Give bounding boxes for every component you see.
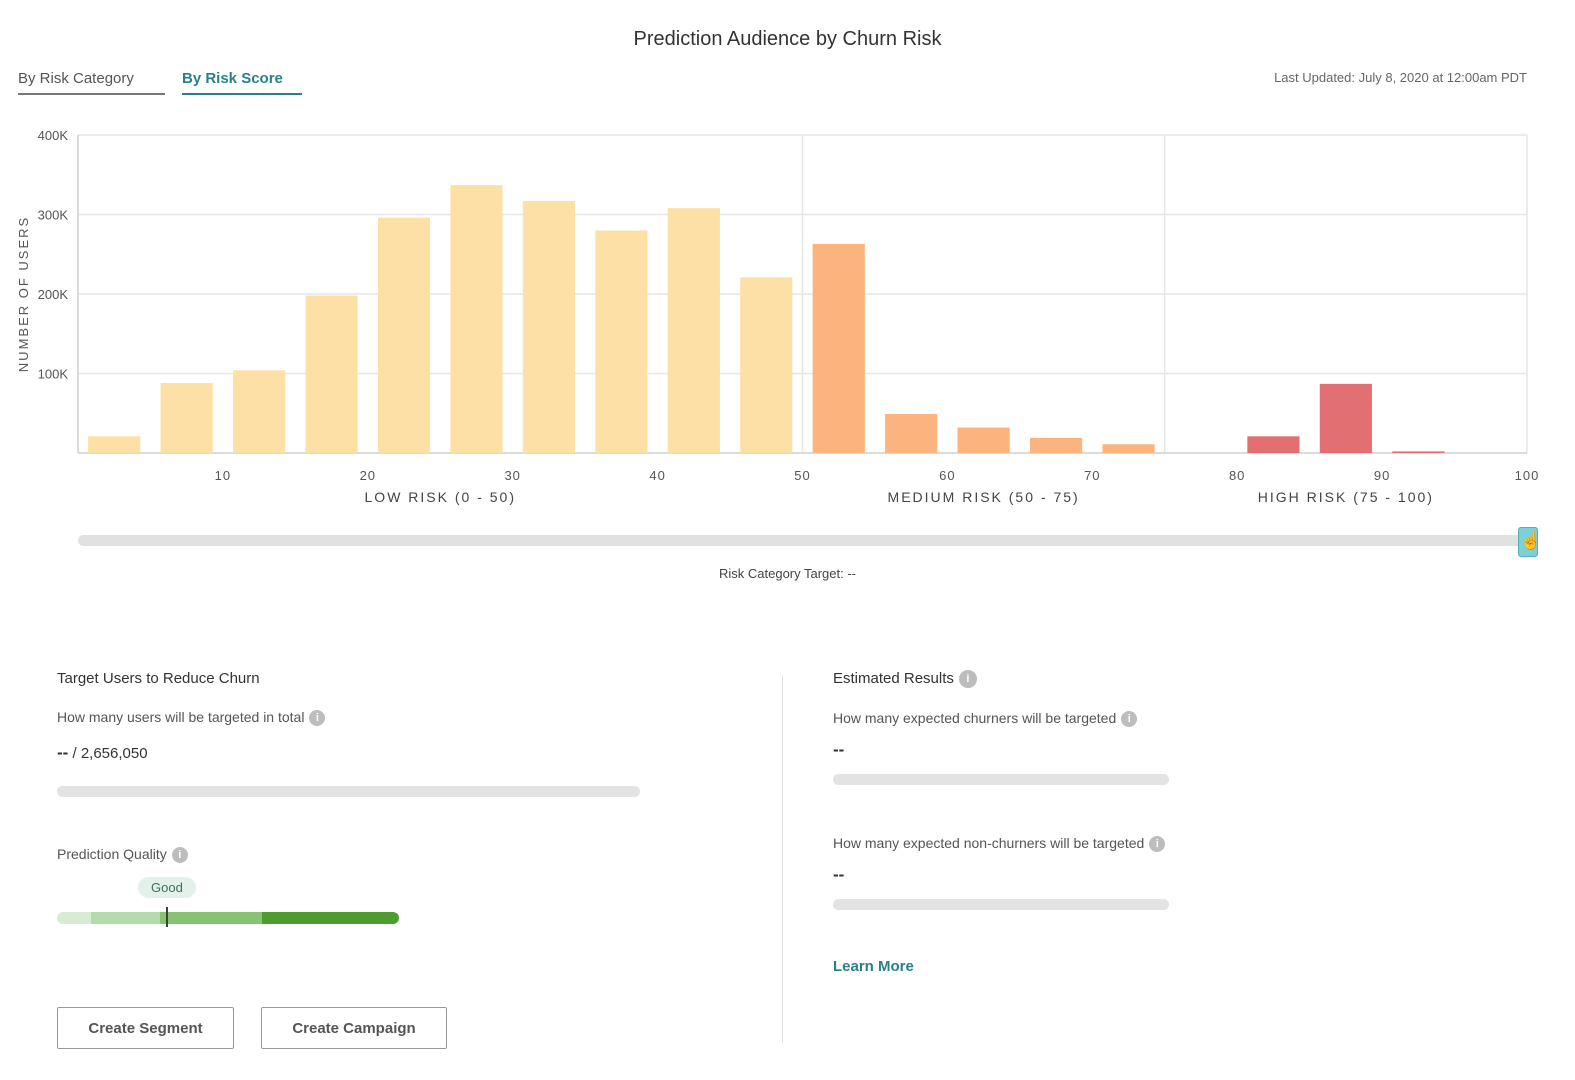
bar	[88, 436, 141, 453]
y-tick-label: 300K	[38, 208, 69, 223]
bar	[740, 277, 793, 453]
non-churners-question: How many expected non-churners will be t…	[833, 835, 1166, 853]
quality-marker	[166, 907, 168, 927]
churners-question-text: How many expected churners will be targe…	[833, 710, 1117, 726]
x-tick-label: 50	[794, 468, 810, 483]
info-icon[interactable]: i	[958, 670, 977, 689]
y-axis-title: NUMBER OF USERS	[16, 216, 31, 372]
bar	[305, 295, 358, 453]
risk-region-label: LOW RISK (0 - 50)	[365, 489, 516, 505]
targeted-total: / 2,656,050	[68, 745, 148, 762]
bar	[1319, 383, 1372, 453]
tab-by-risk-score[interactable]: By Risk Score	[182, 70, 302, 95]
estimated-results-title: Estimated Results i	[833, 670, 977, 689]
churners-progress-bar	[833, 774, 1169, 785]
risk-slider-track[interactable]	[78, 535, 1528, 546]
x-tick-label: 30	[504, 468, 520, 483]
info-icon[interactable]: i	[1121, 711, 1138, 728]
bar	[1392, 451, 1445, 453]
tab-by-risk-category[interactable]: By Risk Category	[18, 70, 165, 95]
risk-region-label: HIGH RISK (75 - 100)	[1258, 489, 1434, 505]
bar	[377, 217, 431, 453]
churners-question: How many expected churners will be targe…	[833, 710, 1138, 728]
y-tick-label: 100K	[38, 367, 69, 382]
non-churners-progress-bar	[833, 899, 1169, 910]
targeted-total-question-text: How many users will be targeted in total	[57, 709, 305, 725]
targeted-value: --	[57, 743, 69, 762]
bar	[595, 230, 648, 453]
x-tick-label: 60	[939, 468, 955, 483]
quality-segment-excellent	[262, 912, 399, 924]
quality-badge: Good	[138, 877, 196, 898]
x-tick-label: 20	[360, 468, 376, 483]
info-icon[interactable]: i	[309, 710, 326, 727]
last-updated-text: Last Updated: July 8, 2020 at 12:00am PD…	[1274, 70, 1527, 85]
quality-segment-poor	[57, 912, 91, 924]
bar	[1029, 437, 1083, 453]
bar	[667, 208, 720, 453]
x-tick-label: 40	[649, 468, 665, 483]
bar	[450, 185, 503, 453]
page-title: Prediction Audience by Churn Risk	[633, 28, 942, 50]
bar	[1102, 444, 1155, 453]
bar	[1247, 436, 1300, 453]
x-tick-label: 90	[1374, 468, 1390, 483]
churn-risk-histogram: 100K 200K 300K 400K 10 20 30 40 50 60 70 80 90 100 LOW…	[16, 128, 1540, 505]
bar	[957, 427, 1010, 453]
targeted-count: -- / 2,656,050	[57, 743, 148, 763]
x-tick-label: 70	[1084, 468, 1100, 483]
risk-category-target-label: Risk Category Target: --	[718, 566, 857, 581]
y-tick-label: 400K	[38, 128, 69, 143]
churners-value: --	[833, 740, 845, 759]
bar	[885, 414, 938, 453]
prediction-quality-label: Prediction Quality i	[57, 846, 188, 864]
non-churners-question-text: How many expected non-churners will be t…	[833, 835, 1145, 851]
bar	[233, 370, 286, 453]
target-users-title: Target Users to Reduce Churn	[57, 670, 260, 687]
prediction-quality-bar	[57, 912, 399, 924]
targeted-total-question: How many users will be targeted in total…	[57, 709, 326, 727]
x-tick-label: 100	[1515, 468, 1540, 483]
bar	[160, 383, 213, 453]
x-tick-label: 10	[215, 468, 231, 483]
x-tick-label: 80	[1229, 468, 1245, 483]
bar	[522, 200, 576, 453]
create-segment-button[interactable]: Create Segment	[57, 1007, 234, 1049]
risk-slider-handle[interactable]: ☝	[1518, 527, 1542, 557]
targeted-progress-bar	[57, 786, 640, 797]
hand-pointer-icon: ☝	[1520, 531, 1542, 550]
quality-segment-good	[160, 912, 262, 924]
info-icon[interactable]: i	[171, 847, 188, 864]
bar	[812, 243, 865, 453]
learn-more-link[interactable]: Learn More	[833, 958, 914, 975]
panel-divider	[782, 675, 783, 1043]
risk-region-label: MEDIUM RISK (50 - 75)	[888, 489, 1080, 505]
y-tick-label: 200K	[38, 287, 69, 302]
prediction-quality-text: Prediction Quality	[57, 846, 167, 862]
non-churners-value: --	[833, 865, 845, 884]
create-campaign-button[interactable]: Create Campaign	[261, 1007, 447, 1049]
estimated-results-text: Estimated Results	[833, 670, 954, 687]
info-icon[interactable]: i	[1149, 836, 1166, 853]
quality-segment-fair	[91, 912, 160, 924]
